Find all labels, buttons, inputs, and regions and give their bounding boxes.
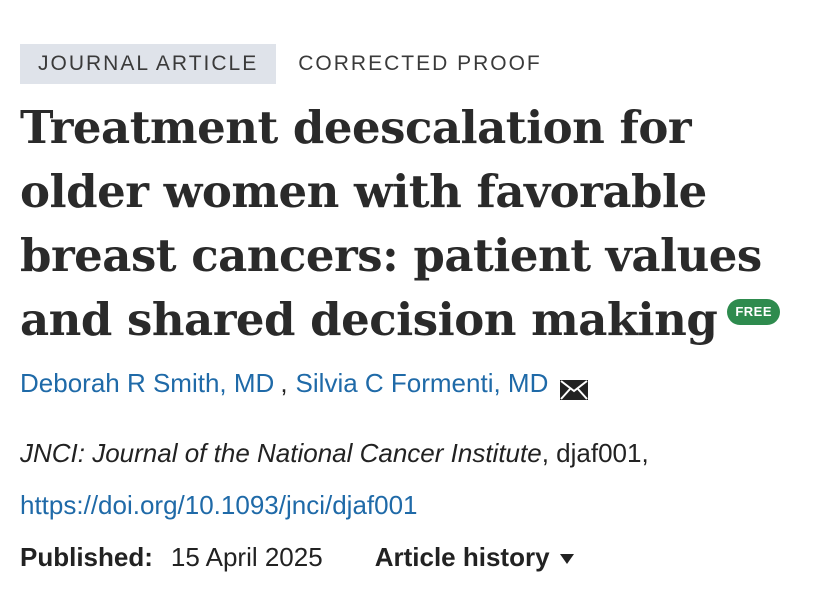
caret-down-icon	[559, 554, 574, 564]
article-id: , djaf001,	[541, 438, 649, 468]
article-title-text: Treatment deescalation for older women w…	[20, 101, 762, 346]
doi-row: https://doi.org/10.1093/jnci/djaf001	[20, 488, 820, 522]
author-list: Deborah R Smith, MD , Silvia C Formenti,…	[20, 366, 820, 400]
author-separator: ,	[280, 368, 288, 398]
article-history-label: Article history	[374, 542, 550, 572]
article-type-badge: JOURNAL ARTICLE	[20, 44, 277, 84]
citation: JNCI: Journal of the National Cancer Ins…	[20, 436, 820, 470]
proof-status-label: CORRECTED PROOF	[298, 52, 542, 75]
free-access-badge: FREE	[727, 298, 781, 325]
published-date: 15 April 2025	[170, 542, 323, 572]
doi-link[interactable]: https://doi.org/10.1093/jnci/djaf001	[20, 490, 418, 520]
author-link-smith[interactable]: Deborah R Smith, MD	[20, 368, 275, 398]
article-history-toggle[interactable]: Article history	[375, 540, 574, 574]
author-link-formenti[interactable]: Silvia C Formenti, MD	[295, 368, 549, 398]
published-label: Published:	[20, 542, 153, 572]
publication-row: Published: 15 April 2025 Article history	[20, 540, 820, 574]
article-header: JOURNAL ARTICLE CORRECTED PROOF Treatmen…	[20, 44, 820, 574]
article-title: Treatment deescalation for older women w…	[20, 96, 810, 352]
journal-name: JNCI: Journal of the National Cancer Ins…	[20, 438, 542, 468]
article-type-row: JOURNAL ARTICLE CORRECTED PROOF	[20, 44, 820, 84]
envelope-icon[interactable]	[560, 374, 589, 400]
